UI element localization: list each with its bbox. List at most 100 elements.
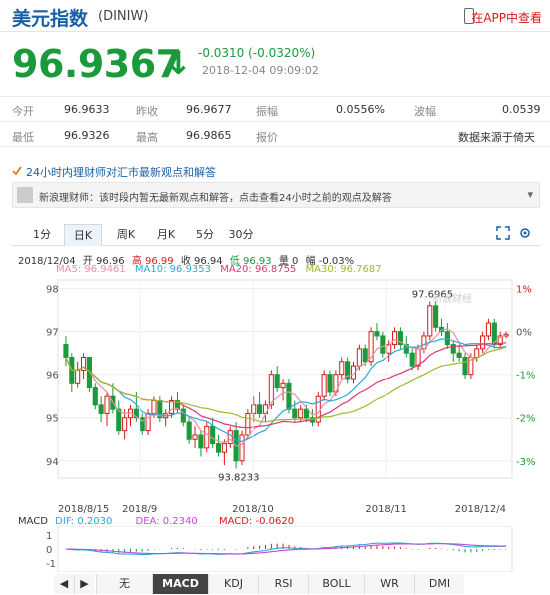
- macd-label: MACD: [18, 516, 48, 527]
- fullscreen-icon[interactable]: [496, 226, 510, 240]
- candle-body: [169, 400, 175, 414]
- tab-macd[interactable]: MACD: [152, 574, 208, 594]
- avatar: [17, 187, 33, 203]
- candle-body: [145, 412, 151, 432]
- prev-close-value: 96.9677: [186, 103, 232, 116]
- gear-icon[interactable]: [518, 226, 532, 240]
- tab-30min[interactable]: 30分: [228, 228, 254, 241]
- high-label: 最高: [136, 131, 158, 144]
- watermark: 新浪财经: [432, 292, 472, 305]
- ohlc-open: 开 96.96: [82, 256, 125, 267]
- candle-body: [239, 434, 245, 462]
- candle-body: [339, 361, 345, 376]
- ma-legend: MA5: 96.9461 MA10: 96.9353 MA20: 96.8755…: [56, 264, 382, 275]
- ma20-legend: MA20: 96.8755: [220, 264, 297, 275]
- dea-line: [65, 543, 507, 555]
- macd-y-tick: 0: [46, 545, 52, 556]
- x-tick-label: 2018/11: [365, 504, 407, 514]
- ohlc-amp: 幅 -0.03%: [305, 256, 355, 267]
- candle-body: [456, 352, 462, 358]
- candle-body: [192, 434, 198, 440]
- candle-body: [403, 344, 409, 354]
- candle-body: [292, 408, 298, 419]
- prev-arrow-icon[interactable]: ◀: [54, 574, 74, 594]
- candle-body: [215, 443, 222, 453]
- tab-daily[interactable]: 日K: [64, 224, 102, 246]
- open-label: 今开: [12, 105, 34, 118]
- next-arrow-icon[interactable]: ▶: [74, 574, 94, 594]
- candle-body: [98, 404, 104, 414]
- candle-body: [251, 404, 257, 414]
- tab-wr[interactable]: WR: [364, 574, 414, 594]
- news-text[interactable]: 新浪理财师：该时段内暂无最新观点和解答，点击查看24小时之前的观点及解答: [39, 193, 392, 204]
- candle-body: [474, 348, 480, 358]
- candle-body: [122, 417, 128, 432]
- ohlc-date: 2018/12/04: [18, 256, 76, 267]
- candle-body: [286, 382, 292, 410]
- candle-body: [444, 331, 450, 346]
- quote-source-value: 数据来源于倚天: [458, 131, 535, 144]
- ma10-legend: MA10: 96.9353: [134, 264, 212, 275]
- dif-value: DIF: 0.2030: [55, 516, 113, 527]
- candle-body: [327, 374, 333, 393]
- candle-body: [280, 382, 286, 389]
- quote-timestamp: 2018-12-04 09:09:02: [202, 64, 319, 77]
- candle-body: [321, 374, 327, 397]
- tab-boll[interactable]: BOLL: [308, 574, 364, 594]
- y-tick-label: 97: [46, 328, 59, 339]
- wave-label: 波幅: [414, 105, 436, 118]
- y-tick-label: 96: [46, 371, 59, 382]
- candle-body: [362, 348, 368, 363]
- y-tick-label: 95: [46, 414, 59, 425]
- open-value: 96.9633: [64, 103, 110, 116]
- high-value: 96.9865: [186, 129, 232, 142]
- tab-kdj[interactable]: KDJ: [208, 574, 258, 594]
- candle-body: [356, 348, 362, 367]
- tab-1min[interactable]: 1分: [33, 228, 51, 241]
- amplitude-label: 振幅: [256, 105, 278, 118]
- expand-icon[interactable]: ▾: [527, 188, 533, 201]
- candle-body: [133, 408, 139, 419]
- news-heading[interactable]: 24小时内理财师对汇市最新观点和解答: [26, 166, 216, 179]
- candle-body: [268, 374, 274, 406]
- candle-body: [75, 369, 81, 384]
- candle-body: [374, 331, 380, 337]
- candle-body: [409, 352, 415, 367]
- prev-close-label: 昨收: [136, 105, 158, 118]
- candle-body: [497, 335, 503, 346]
- candle-body: [433, 305, 439, 328]
- tab-weekly[interactable]: 周K: [116, 228, 136, 241]
- tab-dmi[interactable]: DMI: [414, 574, 464, 594]
- tab-none[interactable]: 无: [96, 574, 152, 594]
- current-price: 96.9367: [12, 42, 182, 86]
- symbol-code: (DINIW): [98, 9, 149, 24]
- candle-body: [298, 408, 304, 419]
- candle-body: [198, 434, 204, 449]
- candle-body: [221, 443, 227, 453]
- dea-value: DEA: 0.2340: [135, 516, 198, 527]
- y-tick-right-label: -3%: [516, 457, 535, 468]
- low-annotation: 93.8233: [218, 473, 259, 484]
- tab-5min[interactable]: 5分: [196, 228, 214, 241]
- candle-body: [485, 322, 492, 337]
- macd-chart[interactable]: 1 0 -1: [0, 526, 550, 572]
- news-box[interactable]: 新浪理财师：该时段内暂无最新观点和解答，点击查看24小时之前的观点及解答 ▾: [12, 182, 540, 208]
- amplitude-value: 0.0556%: [336, 103, 385, 116]
- open-in-app-link[interactable]: 在APP中查看: [471, 11, 542, 25]
- candle-body: [392, 331, 398, 346]
- candle-body: [345, 361, 351, 380]
- candle-body: [204, 425, 210, 449]
- ma30-legend: MA30: 96.7687: [305, 264, 382, 275]
- high-annotation: 97.6965: [412, 290, 453, 301]
- candle-body: [380, 335, 386, 354]
- kline-chart[interactable]: 98 1% 97 0% 96 -1% 95 -2% 94 -3% 97.6965 93.8233 新浪财…: [0, 274, 550, 514]
- ohlc-readout: 2018/12/04 开 96.96 高 96.99 收 96.94 低 96.…: [18, 252, 354, 267]
- tab-monthly[interactable]: 月K: [156, 228, 176, 241]
- candle-body: [480, 335, 486, 350]
- x-tick-label: 2018/12/4: [455, 504, 506, 514]
- tab-rsi[interactable]: RSI: [258, 574, 308, 594]
- macd-value: MACD: -0.0620: [218, 516, 295, 527]
- title-bar: [0, 0, 550, 32]
- candle-body: [63, 344, 69, 358]
- price-change: -0.0310 (-0.0320%): [198, 46, 316, 60]
